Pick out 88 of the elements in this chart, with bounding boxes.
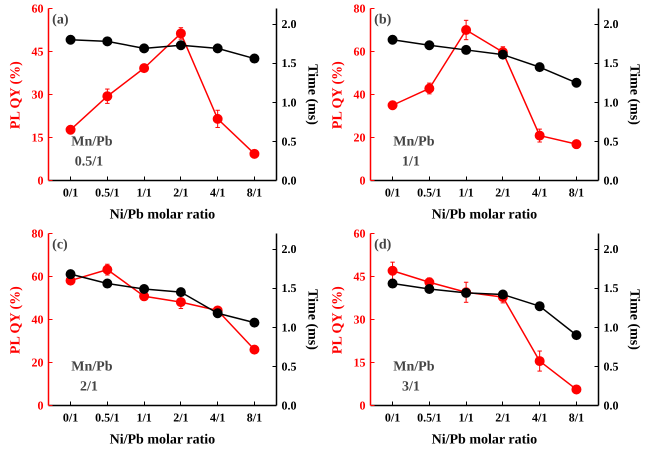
y2-tick-label: 0.5: [282, 359, 296, 374]
y2-tick-label: 0.5: [604, 134, 618, 148]
annotation: Mn/Pb: [71, 134, 113, 150]
x-tick-label: 0.5/1: [417, 410, 442, 424]
y-tick-label: 60: [32, 2, 44, 16]
x-tick-label: 1/1: [458, 410, 474, 424]
y-tick-label: 80: [354, 2, 366, 16]
y2-tick-label: 0.0: [604, 398, 618, 412]
x-tick-label: 8/1: [568, 186, 584, 200]
x-tick-label: 4/1: [532, 186, 548, 200]
annotation: 3/1: [402, 380, 420, 394]
x-axis-title: Ni/Pb molar ratio: [110, 432, 216, 448]
x-tick-label: 8/1: [246, 186, 262, 200]
y2-tick-label: 1.0: [282, 320, 296, 334]
y-axis-title: PL QY (%): [330, 60, 346, 130]
x-tick-label: 0.5/1: [95, 186, 120, 200]
chart-title: (a): [52, 12, 69, 28]
x-tick-label: 8/1: [568, 410, 584, 424]
y-axis-title: PL QY (%): [8, 286, 24, 354]
x-tick-label: 0.5/1: [95, 410, 120, 424]
y2-axis-title: Time (ms): [626, 64, 642, 126]
x-tick-label: 0/1: [384, 186, 400, 200]
y2-tick-label: 0.5: [282, 134, 296, 148]
x-tick-label: 4/1: [532, 410, 548, 424]
y-tick-label: 0: [360, 398, 366, 412]
y2-tick-label: 0.0: [282, 398, 296, 412]
y-tick-label: 15: [354, 356, 366, 370]
y2-axis-title: Time (ms): [304, 289, 320, 350]
annotation: Mn/Pb: [393, 134, 435, 150]
y-tick-label: 45: [32, 44, 44, 58]
x-tick-label: 1/1: [458, 186, 474, 200]
x-axis-title: Ni/Pb molar ratio: [432, 432, 538, 448]
y-axis-title: PL QY (%): [330, 286, 346, 354]
y2-tick-label: 1.0: [282, 95, 296, 110]
annotation: Mn/Pb: [393, 360, 435, 374]
chart-title: (b): [374, 12, 392, 28]
y2-tick-label: 1.5: [604, 281, 618, 296]
annotation: 0.5/1: [74, 154, 104, 170]
y-tick-label: 0: [38, 174, 44, 188]
x-tick-label: 4/1: [210, 410, 226, 424]
y2-axis-title: Time (ms): [304, 64, 320, 126]
x-tick-label: 8/1: [246, 410, 262, 424]
annotation: 2/1: [80, 380, 98, 394]
y2-tick-label: 2.0: [604, 17, 618, 32]
x-axis-title: Ni/Pb molar ratio: [432, 208, 538, 222]
y-tick-label: 40: [32, 312, 44, 326]
y-axis-title: PL QY (%): [8, 60, 24, 130]
y2-tick-label: 2.0: [604, 242, 618, 256]
y2-tick-label: 1.5: [282, 56, 296, 70]
y-tick-label: 45: [354, 270, 366, 284]
x-tick-label: 4/1: [210, 186, 226, 200]
y-tick-label: 60: [354, 44, 366, 58]
y2-tick-label: 1.0: [604, 320, 618, 334]
x-tick-label: 2/1: [173, 186, 189, 200]
y2-tick-label: 0.5: [604, 359, 618, 374]
y-tick-label: 30: [354, 312, 366, 326]
annotation: Mn/Pb: [71, 360, 113, 374]
chart-title: (d): [374, 238, 392, 252]
y2-tick-label: 1.0: [604, 95, 618, 110]
y-tick-label: 40: [354, 88, 366, 102]
x-tick-label: 2/1: [173, 410, 189, 424]
x-tick-label: 2/1: [495, 410, 511, 424]
y2-tick-label: 2.0: [282, 17, 296, 32]
x-tick-label: 0.5/1: [417, 186, 442, 200]
y-tick-label: 60: [354, 226, 366, 240]
y-tick-label: 60: [32, 270, 44, 284]
x-tick-label: 0/1: [384, 410, 400, 424]
y2-tick-label: 1.5: [604, 56, 618, 70]
y2-tick-label: 0.0: [282, 174, 296, 188]
x-tick-label: 0/1: [62, 186, 78, 200]
y2-tick-label: 2.0: [282, 242, 296, 256]
annotation: 1/1: [402, 154, 420, 170]
y-tick-label: 80: [32, 226, 44, 240]
x-axis-title: Ni/Pb molar ratio: [110, 208, 216, 222]
y2-tick-label: 1.5: [282, 281, 296, 296]
x-tick-label: 0/1: [62, 410, 78, 424]
y-tick-label: 20: [354, 130, 366, 144]
chart-title: (c): [52, 238, 68, 252]
y-tick-label: 0: [360, 174, 366, 188]
y-tick-label: 15: [32, 130, 44, 144]
y-tick-label: 30: [32, 88, 44, 102]
y2-axis-title: Time (ms): [626, 289, 642, 350]
y-tick-label: 0: [38, 398, 44, 412]
y-tick-label: 20: [32, 356, 44, 370]
x-tick-label: 1/1: [136, 410, 152, 424]
x-tick-label: 2/1: [495, 186, 511, 200]
y2-tick-label: 0.0: [604, 174, 618, 188]
x-tick-label: 1/1: [136, 186, 152, 200]
